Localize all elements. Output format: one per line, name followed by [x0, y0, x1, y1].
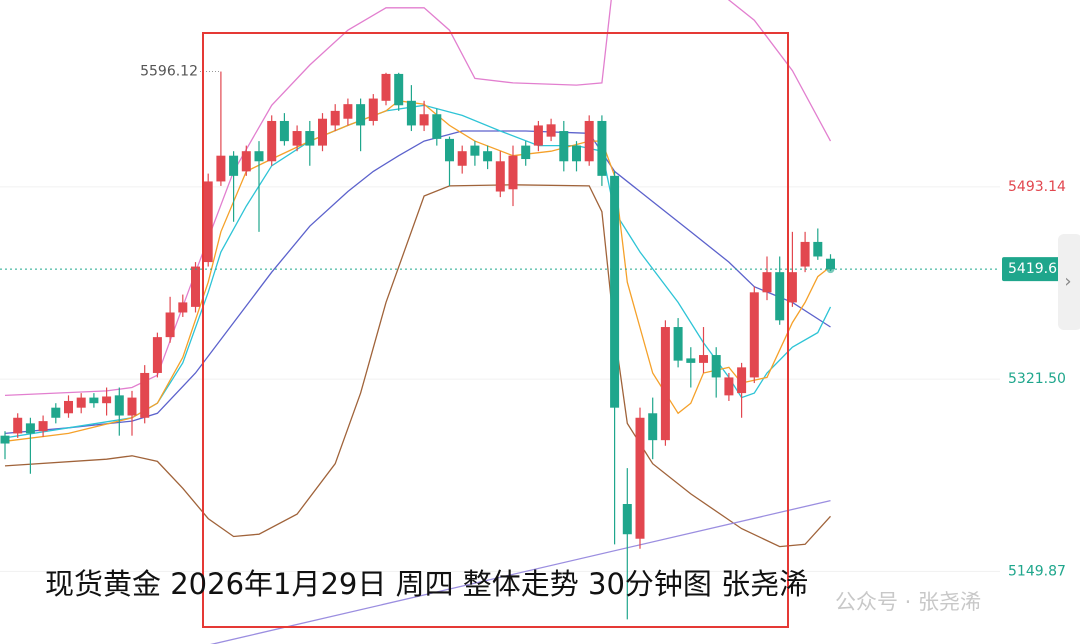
candle-body — [279, 120, 289, 142]
scroll-button[interactable] — [1058, 234, 1080, 330]
candle-body — [203, 181, 213, 263]
candle-body — [660, 327, 670, 441]
watermark: 公众号 · 张尧浠 — [835, 590, 981, 614]
grid — [0, 186, 1000, 572]
last-price-dot — [826, 265, 835, 274]
candle-body — [394, 73, 404, 106]
candle-body — [648, 413, 658, 441]
candle-body — [508, 155, 518, 190]
candle-body — [368, 98, 378, 121]
candle-body — [622, 504, 632, 535]
candle-body — [292, 131, 302, 146]
candle-body — [813, 241, 823, 257]
candle-body — [711, 355, 721, 378]
candle-body — [64, 400, 73, 414]
last-price-label: 5419.66 — [1008, 261, 1066, 277]
candle-body — [356, 104, 366, 126]
candle-body — [330, 110, 340, 126]
y-tick-label: 5149.87 — [1008, 563, 1066, 579]
y-tick-label: 5493.14 — [1008, 179, 1066, 195]
candle-body — [775, 272, 785, 321]
candle-body — [343, 104, 353, 119]
candle-body — [191, 266, 200, 307]
candle-body — [724, 377, 734, 396]
candle-body — [381, 73, 391, 101]
indicator-line — [4, 130, 831, 435]
candle-body — [762, 272, 772, 293]
candle-body — [76, 397, 86, 408]
candle-body — [495, 161, 505, 192]
candle-body — [305, 131, 315, 146]
candle-body — [229, 155, 239, 176]
candle-body — [699, 355, 708, 363]
candle-body — [533, 125, 543, 146]
indicator-line — [210, 499, 831, 644]
candle-body — [610, 175, 620, 408]
candle-body — [521, 145, 531, 160]
price-axis: 5149.87 5321.50 5493.14 5664.71 5419.66 — [1002, 0, 1076, 579]
candle-body — [318, 118, 327, 146]
candle-body — [152, 337, 162, 373]
highlight-frame — [202, 32, 789, 628]
caption: 现货黄金 2026年1月29日 周四 整体走势 30分钟图 张尧浠 — [45, 567, 808, 601]
candle-body — [572, 145, 581, 162]
candle-body — [483, 151, 493, 162]
candle-body — [635, 417, 645, 539]
candle-body — [51, 407, 61, 418]
y-tick-label: 5321.50 — [1008, 371, 1066, 387]
candle-body — [419, 114, 429, 126]
candle-body — [432, 114, 442, 139]
last-price-tag — [1002, 257, 1076, 282]
candle-body — [38, 421, 48, 432]
candle-body — [584, 120, 594, 162]
candle-body — [13, 417, 23, 434]
candle-body — [241, 151, 251, 172]
candle-body — [787, 272, 797, 303]
indicator-line — [4, 104, 832, 439]
plot — [0, 0, 1000, 644]
candle-body — [102, 396, 112, 404]
candle-body — [406, 100, 416, 126]
candle-body — [254, 151, 264, 162]
candle-body — [114, 395, 124, 416]
candle-body — [140, 372, 150, 418]
indicator-line — [4, 100, 831, 442]
candle-body — [470, 145, 480, 156]
candle-body — [737, 367, 747, 394]
high-label: 5596.12 — [140, 64, 198, 80]
candle-body — [216, 155, 226, 182]
candle-body — [673, 327, 683, 361]
candle-body — [127, 397, 137, 416]
candle-body — [457, 151, 467, 166]
candle-body — [749, 292, 759, 378]
candle-body — [89, 397, 99, 404]
candle-body — [178, 302, 188, 313]
candle-body — [800, 241, 810, 267]
candle-body — [165, 312, 175, 338]
candle-body — [597, 120, 607, 176]
candle-body — [25, 423, 35, 434]
candle-body — [559, 131, 569, 162]
candle-body — [686, 358, 696, 363]
indicator-line — [4, 184, 831, 548]
candle-body — [445, 138, 454, 162]
scroll-arrow[interactable]: › — [1064, 271, 1071, 292]
candle-body — [826, 258, 835, 270]
y-tick-label: 5664.71 — [1008, 0, 1066, 3]
candle-body — [0, 435, 10, 444]
candle-body — [546, 124, 556, 137]
indicator-line — [4, 0, 832, 397]
candle-body — [267, 120, 277, 162]
